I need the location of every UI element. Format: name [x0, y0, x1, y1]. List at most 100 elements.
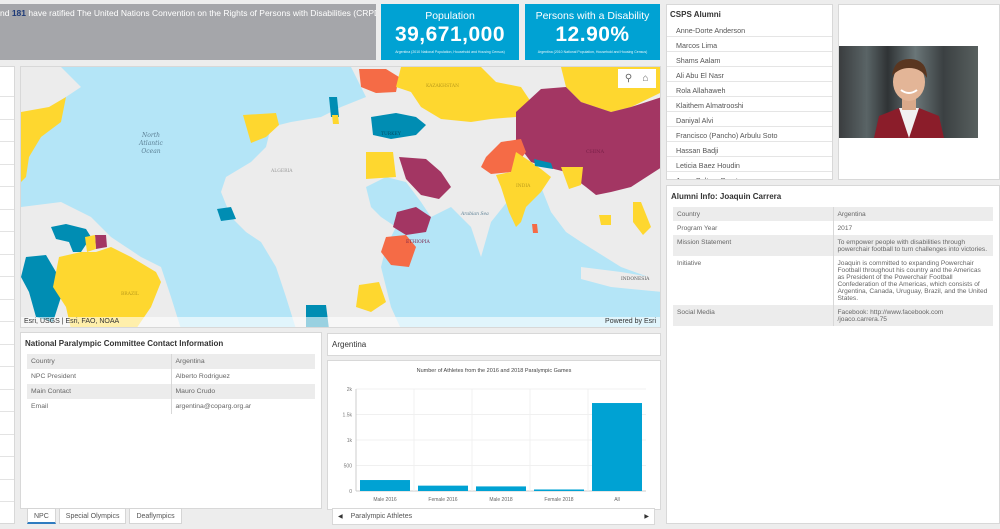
npc-table: Country Argentina NPC President Alberto Ro…	[27, 354, 315, 414]
bar[interactable]	[534, 489, 584, 491]
alumni-list-item[interactable]: Shams Aalam	[667, 52, 832, 67]
row-value: Argentina	[833, 207, 993, 221]
alumni-list-item[interactable]: Ali Abu El Nasr	[667, 67, 832, 82]
tab-deaflympics[interactable]: Deaflympics	[129, 508, 182, 524]
population-indicator: Population 39,671,000 Argentina (2010 Na…	[381, 4, 519, 60]
disability-indicator: Persons with a Disability 12.90% Argenti…	[525, 4, 660, 60]
alumni-list-item[interactable]: Anne-Dorte Anderson	[667, 22, 832, 37]
row-value: 2017	[837, 224, 853, 232]
social-media-link[interactable]: Facebook: http://www.facebook.com /joaco…	[833, 305, 993, 326]
crpd-banner: nd 181 have ratified The United Nations …	[0, 4, 376, 60]
x-tick-label: Male 2018	[489, 497, 513, 503]
list-row[interactable]	[0, 277, 14, 300]
list-row[interactable]	[0, 300, 14, 322]
list-row[interactable]	[0, 435, 14, 457]
list-row[interactable]	[0, 165, 14, 187]
alumni-list-item[interactable]: Daniyal Alvi	[667, 112, 832, 127]
table-row: Country Argentina	[673, 207, 993, 221]
table-row: Mission Statement To empower people with …	[673, 235, 993, 256]
list-row[interactable]	[0, 120, 14, 142]
row-label: Main Contact	[27, 384, 172, 399]
row-value: To empower people with disabilities thro…	[833, 235, 993, 256]
list-row[interactable]	[0, 322, 14, 345]
gallery-label: Paralympic Athletes	[350, 513, 413, 520]
list-row[interactable]	[0, 412, 14, 435]
list-row[interactable]	[0, 187, 14, 210]
panel-title: CSPS Alumni	[670, 10, 721, 19]
country-header: Argentina	[327, 333, 661, 356]
search-icon[interactable]: ⚲	[624, 73, 633, 84]
list-row[interactable]	[0, 390, 14, 412]
list-row[interactable]	[0, 255, 14, 277]
map-canvas[interactable]: North Atlantic Ocean ALGERIA Arabian Sea…	[21, 67, 661, 328]
alumni-list-item[interactable]: Leticia Baez Houdin	[667, 157, 832, 172]
list-row[interactable]	[0, 480, 14, 502]
row-label: NPC President	[27, 369, 172, 384]
list-row[interactable]	[0, 457, 14, 480]
table-row: Program Year 2017	[673, 221, 993, 235]
y-tick-label: 1k	[347, 438, 353, 444]
map-controls: ⚲ ⌂	[618, 69, 656, 88]
list-row[interactable]	[0, 142, 14, 165]
y-tick-label: 500	[344, 464, 353, 470]
row-label: Social Media	[673, 305, 834, 326]
bar[interactable]	[476, 486, 526, 491]
row-label: Country	[27, 354, 172, 369]
alumni-list-item[interactable]: Francisco (Pancho) Arbulu Soto	[667, 127, 832, 142]
home-icon[interactable]: ⌂	[642, 73, 649, 84]
list-row[interactable]	[0, 232, 14, 255]
row-value: Alberto Rodriguez	[175, 373, 230, 380]
y-tick-label: 1.5k	[343, 413, 353, 419]
row-label: Mission Statement	[673, 235, 834, 256]
indicator-title: Population	[425, 10, 475, 22]
indicator-value: 12.90%	[555, 23, 630, 46]
list-row[interactable]	[0, 210, 14, 232]
list-row[interactable]	[0, 97, 14, 120]
banner-prefix: nd	[0, 8, 12, 18]
athletes-chart-panel: Number of Athletes from the 2016 and 201…	[327, 360, 661, 510]
table-row: Social Media Facebook: http://www.faceboo…	[673, 305, 993, 326]
banner-text: have ratified The United Nations Convent…	[26, 8, 376, 18]
y-tick-label: 0	[349, 489, 352, 495]
list-row[interactable]	[0, 67, 14, 97]
alumni-info-table: Country Argentina Program Year 2017 Missio…	[673, 207, 993, 326]
bar[interactable]	[360, 480, 410, 491]
row-value: argentina@coparg.org.ar	[175, 403, 252, 410]
list-row[interactable]	[0, 345, 14, 367]
svg-text:INDONESIA: INDONESIA	[621, 276, 650, 282]
alumni-list-item[interactable]: Hassan Badji	[667, 142, 832, 157]
panel-title: National Paralympic Committee Contact In…	[25, 339, 224, 348]
prev-arrow-icon[interactable]: ◀	[338, 514, 343, 520]
world-map[interactable]: North Atlantic Ocean ALGERIA Arabian Sea…	[20, 66, 661, 328]
ratified-count: 181	[11, 8, 27, 18]
alumni-list-item[interactable]: Klaithem Almatrooshi	[667, 97, 832, 112]
table-row: Email argentina@coparg.org.ar	[27, 399, 315, 414]
alumni-list-item[interactable]: Marcos Lima	[667, 37, 832, 52]
row-value: Argentina	[171, 354, 315, 369]
gallery-nav: ◀ Paralympic Athletes ▶	[332, 508, 655, 525]
tab-special-olympics[interactable]: Special Olympics	[58, 508, 127, 524]
indicator-source: Argentina (2010 National Population, Hou…	[537, 50, 648, 54]
chart-title: Number of Athletes from the 2016 and 201…	[416, 368, 572, 374]
npc-contact-panel: National Paralympic Committee Contact In…	[20, 332, 322, 509]
list-row[interactable]	[0, 367, 14, 390]
alumni-list-item[interactable]: Jorge Beltran Puerta	[667, 172, 832, 180]
next-arrow-icon[interactable]: ▶	[644, 514, 649, 520]
x-tick-label: Male 2016	[373, 497, 397, 503]
row-label: Country	[673, 207, 834, 221]
row-label: Email	[27, 399, 172, 414]
alumni-list-item[interactable]: Rola Allahaweh	[667, 82, 832, 97]
bar[interactable]	[418, 485, 468, 491]
row-label: Program Year	[673, 221, 834, 235]
svg-text:ALGERIA: ALGERIA	[270, 168, 293, 174]
tab-npc[interactable]: NPC	[27, 508, 56, 524]
row-value: Mauro Crudo	[171, 384, 315, 399]
bar[interactable]	[592, 403, 642, 491]
svg-text:BRAZIL: BRAZIL	[121, 291, 139, 297]
powered-by-esri[interactable]: Powered by Esri	[605, 318, 656, 325]
indicator-title: Persons with a Disability	[535, 10, 650, 22]
x-tick-label: Female 2018	[544, 497, 573, 503]
committee-tabs: NPC Special Olympics Deaflympics	[27, 508, 182, 524]
svg-text:Ocean: Ocean	[141, 148, 160, 155]
map-label-ocean: North	[141, 132, 160, 139]
